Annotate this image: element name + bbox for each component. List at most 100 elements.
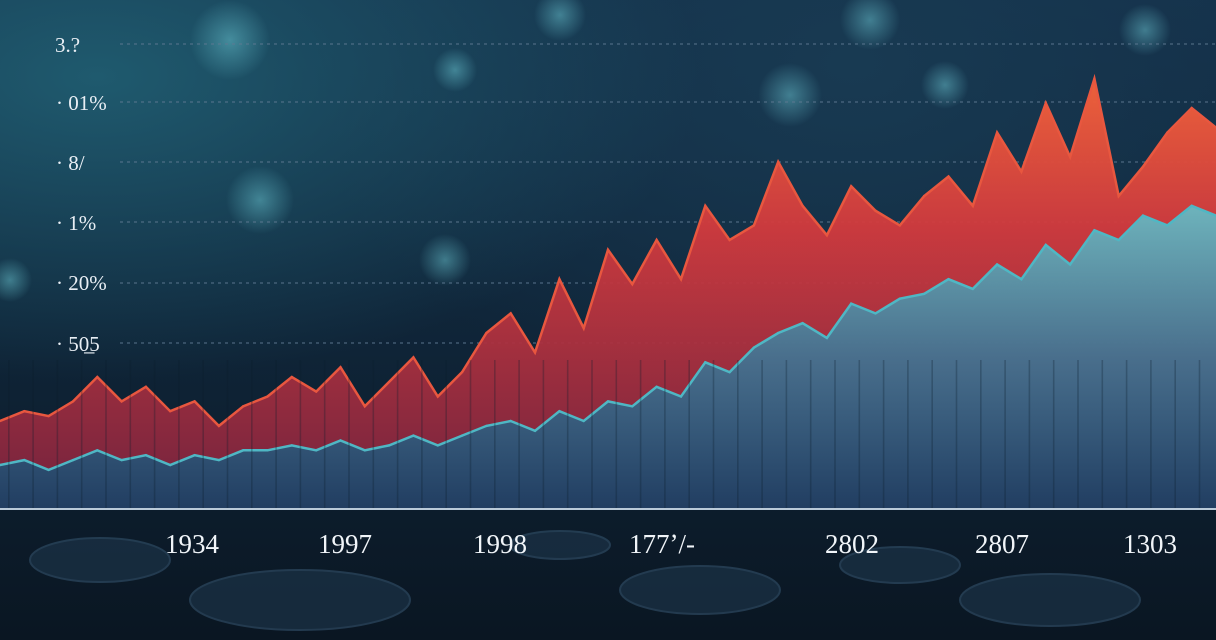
- data-point: [217, 458, 221, 462]
- bar-stripe: [1028, 360, 1031, 509]
- data-point: [193, 400, 196, 403]
- bar-stripe: [348, 360, 350, 509]
- data-point: [315, 449, 318, 452]
- data-point: [752, 224, 756, 227]
- data-point: [679, 278, 683, 281]
- data-point: [801, 322, 804, 325]
- bar-stripe: [542, 360, 545, 509]
- data-point: [971, 287, 974, 291]
- bar-stripe: [372, 360, 375, 509]
- data-point: [1190, 106, 1193, 110]
- data-point: [509, 312, 512, 315]
- data-point: [1166, 131, 1169, 134]
- data-point: [509, 419, 512, 423]
- bar-stripe: [421, 360, 423, 509]
- data-point: [169, 463, 172, 467]
- bar-stripe: [664, 360, 666, 509]
- data-point: [971, 204, 974, 207]
- data-point: [1020, 278, 1023, 281]
- data-point: [193, 454, 196, 457]
- data-point: [631, 282, 634, 286]
- data-point: [923, 292, 926, 295]
- bar-stripe: [980, 360, 982, 509]
- bar-stripe: [129, 360, 132, 509]
- data-point: [217, 424, 221, 428]
- data-point: [1068, 155, 1072, 159]
- data-point: [898, 224, 901, 227]
- data-point: [436, 444, 439, 447]
- data-point: [71, 400, 75, 403]
- data-point: [1044, 101, 1048, 105]
- data-point: [96, 449, 99, 452]
- data-point: [752, 346, 756, 349]
- data-point: [1068, 263, 1072, 266]
- coin-shape: [839, 546, 961, 584]
- data-point: [144, 454, 148, 457]
- bokeh-dot: [921, 61, 969, 109]
- bar-stripe: [1174, 360, 1176, 509]
- data-point: [777, 160, 780, 163]
- coin-shape: [29, 537, 171, 583]
- coin-shape: [509, 530, 611, 560]
- data-point: [825, 336, 829, 340]
- data-point: [947, 175, 950, 178]
- bar-stripe: [858, 360, 861, 509]
- x-tick-label: 2807: [975, 529, 1029, 559]
- bar-stripe: [323, 360, 326, 509]
- data-point: [1093, 77, 1096, 80]
- data-point: [874, 209, 877, 212]
- bar-stripe: [1052, 360, 1055, 509]
- data-point: [485, 424, 488, 428]
- data-point: [96, 375, 99, 379]
- bokeh-dot: [758, 63, 822, 127]
- data-point: [71, 458, 75, 462]
- data-point: [606, 248, 610, 251]
- coin-shape: [189, 569, 411, 631]
- data-point: [120, 400, 123, 403]
- data-point: [558, 410, 561, 413]
- data-point: [850, 185, 853, 188]
- data-point: [315, 390, 318, 393]
- data-point: [290, 444, 293, 447]
- bar-stripes: [8, 360, 1201, 509]
- data-point: [533, 429, 537, 432]
- data-point: [339, 366, 342, 369]
- bar-stripe: [494, 360, 496, 509]
- bar-stripe: [737, 360, 739, 509]
- data-point: [412, 434, 415, 437]
- data-point: [242, 405, 245, 408]
- bar-stripe: [1077, 360, 1079, 509]
- data-point: [1093, 229, 1096, 232]
- bar-stripe: [907, 360, 909, 509]
- x-tick-label: 1303: [1123, 529, 1177, 559]
- bokeh-dot: [840, 0, 900, 50]
- data-point: [533, 351, 537, 354]
- data-point: [704, 204, 707, 207]
- data-point: [631, 405, 634, 408]
- bar-stripe: [882, 360, 885, 509]
- data-point: [460, 370, 464, 374]
- data-point: [655, 385, 658, 388]
- bar-stripe: [761, 360, 763, 509]
- data-point: [485, 331, 488, 335]
- bar-stripe: [834, 360, 836, 509]
- data-point: [169, 410, 172, 413]
- data-point: [947, 278, 950, 281]
- background-bokeh: [0, 0, 1171, 631]
- data-point: [655, 238, 658, 242]
- data-point: [679, 395, 683, 398]
- bar-stripe: [931, 360, 933, 509]
- y-tick-label: · 01%: [56, 91, 107, 115]
- bar-stripe: [8, 360, 10, 509]
- bar-stripe: [1150, 360, 1152, 509]
- data-point: [460, 434, 464, 437]
- x-tick-label: 1997: [318, 529, 372, 559]
- data-point: [23, 410, 26, 413]
- data-point: [0, 463, 2, 467]
- data-point: [1190, 204, 1193, 207]
- bar-stripe: [153, 360, 156, 509]
- data-point: [801, 204, 804, 207]
- data-point: [412, 356, 415, 359]
- bar-stripe: [178, 360, 180, 509]
